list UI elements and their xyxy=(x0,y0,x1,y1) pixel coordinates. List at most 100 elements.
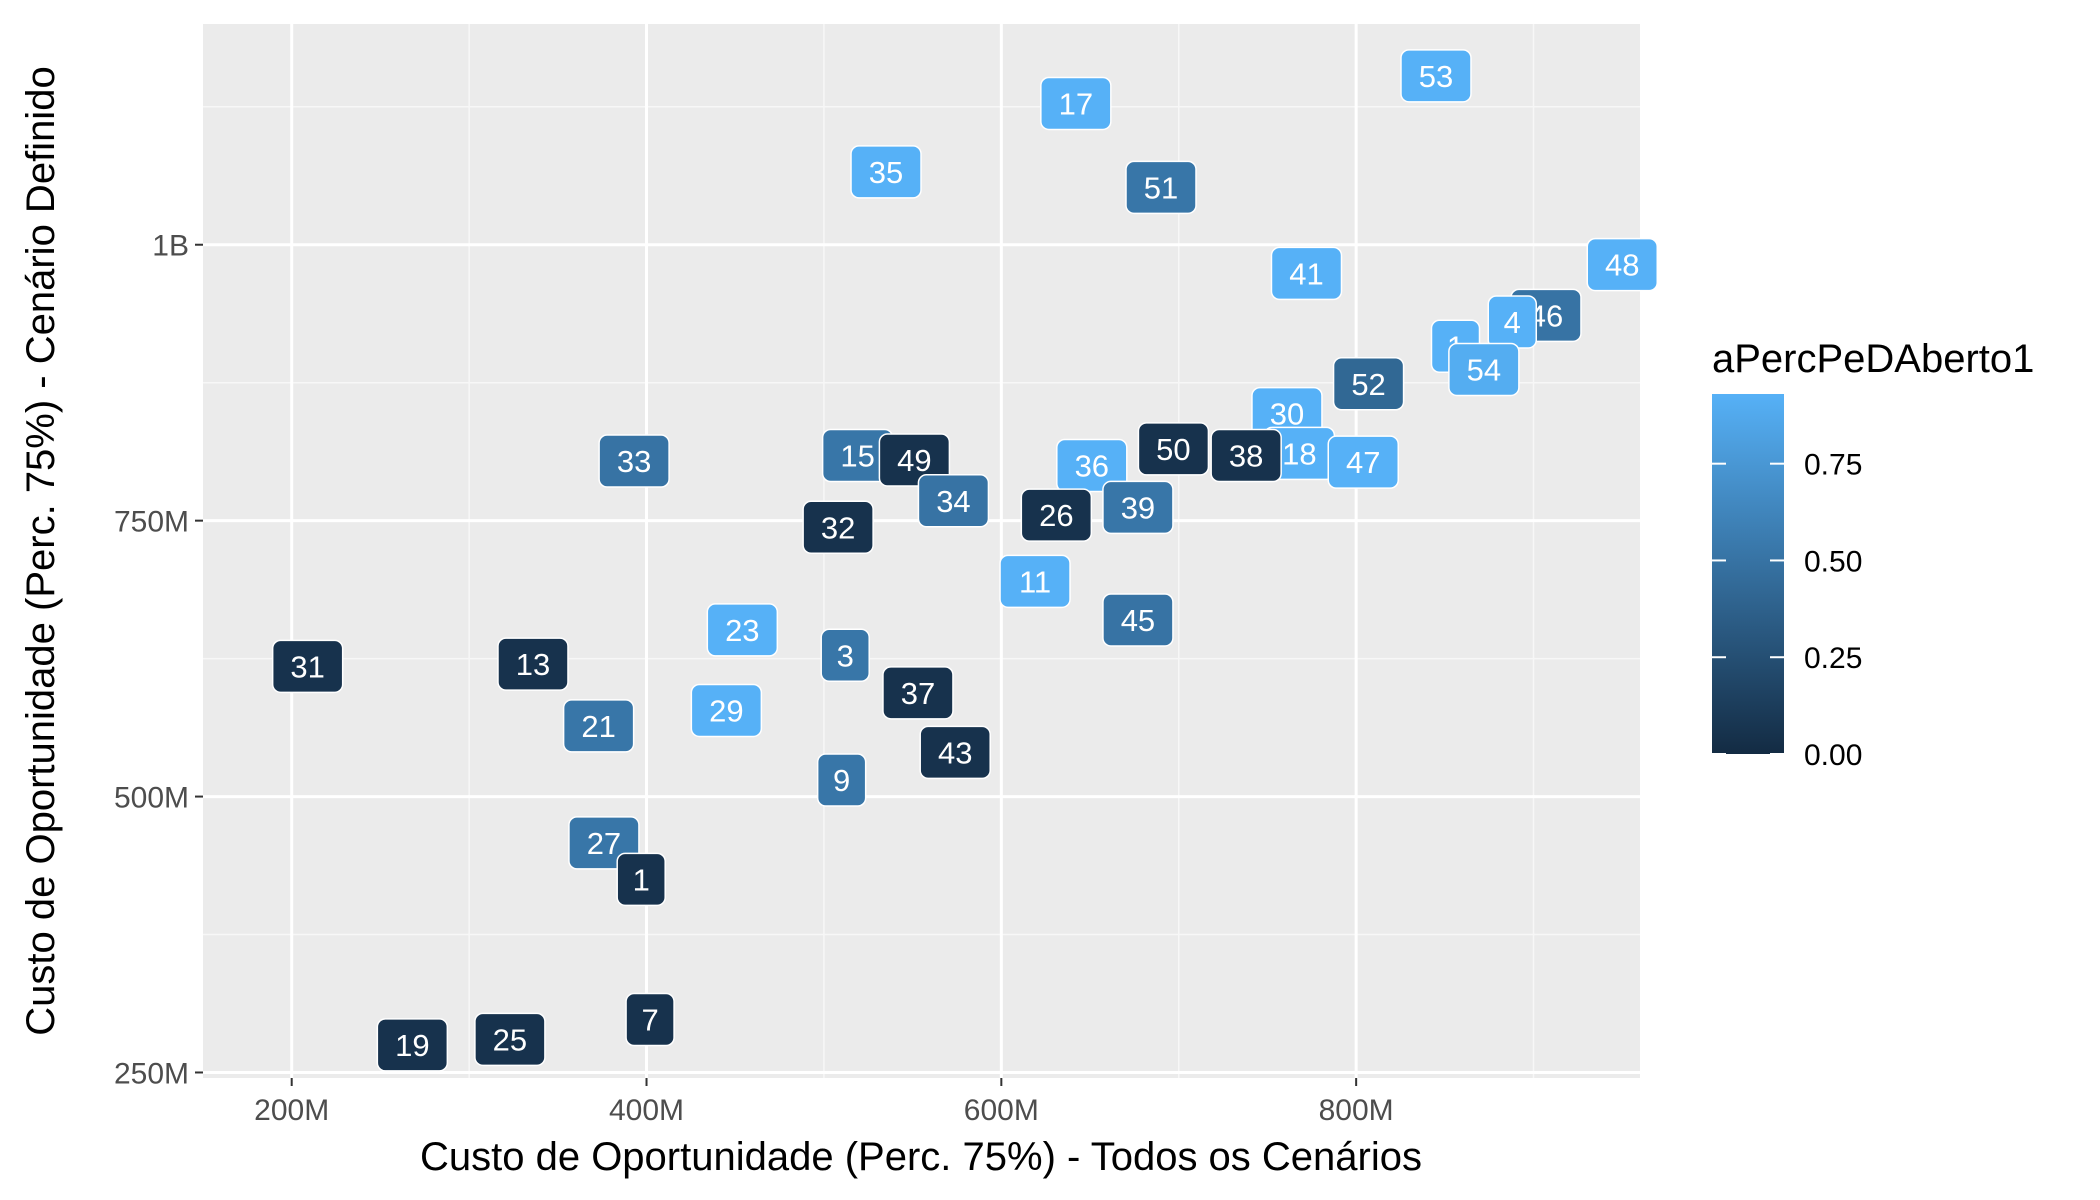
point-label-text: 35 xyxy=(869,155,903,190)
point-label-text: 52 xyxy=(1351,367,1385,402)
point-label: 23 xyxy=(706,603,779,657)
legend-tick-label: 0.75 xyxy=(1804,449,1862,482)
point-marker xyxy=(1040,76,1112,131)
panel-background xyxy=(203,24,1640,1078)
y-tick-label: 1B xyxy=(152,230,189,263)
point-label-text: 30 xyxy=(1270,397,1304,432)
x-axis-title: Custo de Oportunidade (Perc. 75%) - Todo… xyxy=(420,1135,1422,1179)
point-label-text: 48 xyxy=(1605,248,1639,283)
point-marker xyxy=(802,500,874,555)
point-label: 53 xyxy=(1400,49,1472,103)
point-label-text: 17 xyxy=(1059,86,1093,121)
point-label-text: 54 xyxy=(1467,352,1501,387)
point-label: 15 xyxy=(821,428,894,483)
point-label: 9 xyxy=(816,753,867,807)
point-label: 3 xyxy=(820,628,870,683)
x-tick-label: 400M xyxy=(609,1094,684,1127)
point-label: 50 xyxy=(1137,422,1210,476)
x-tick-label: 800M xyxy=(1319,1094,1394,1127)
color-legend: aPercPeDAberto1 0.00 0.25 0.50 0.75 xyxy=(1712,337,2034,772)
point-label-text: 32 xyxy=(821,510,855,545)
point-label-text: 31 xyxy=(290,649,324,684)
point-label-text: 1 xyxy=(633,862,650,897)
point-label-text: 47 xyxy=(1346,445,1380,480)
legend-title: aPercPeDAberto1 xyxy=(1712,337,2034,381)
point-label-text: 26 xyxy=(1039,498,1073,533)
point-marker xyxy=(917,474,990,528)
point-label-text: 23 xyxy=(725,613,759,648)
point-marker xyxy=(1056,438,1128,493)
point-label-text: 3 xyxy=(837,638,854,673)
point-label-text: 43 xyxy=(938,735,972,770)
legend-tick-label: 0.25 xyxy=(1804,642,1862,675)
point-marker xyxy=(616,852,666,907)
legend-tick-label: 0.00 xyxy=(1804,739,1862,772)
axes: 200M 400M 600M 800M 250M 500M 750M 1B xyxy=(114,230,1394,1127)
point-label: 45 xyxy=(1102,593,1174,647)
point-label: 33 xyxy=(598,434,670,488)
point-marker xyxy=(625,992,675,1047)
point-marker xyxy=(562,699,635,753)
point-label-text: 49 xyxy=(897,443,931,478)
point-marker xyxy=(376,1018,449,1072)
y-tick-label: 500M xyxy=(114,782,189,815)
point-marker xyxy=(820,628,870,683)
point-marker xyxy=(1102,593,1174,647)
point-marker xyxy=(999,554,1071,609)
point-label-text: 53 xyxy=(1419,59,1453,94)
point-label: 17 xyxy=(1040,76,1112,131)
point-label: 21 xyxy=(562,699,635,753)
point-label: 54 xyxy=(1448,342,1520,397)
point-label: 29 xyxy=(690,683,763,738)
point-marker xyxy=(271,639,344,694)
point-label-text: 9 xyxy=(833,763,850,798)
point-label-text: 39 xyxy=(1121,490,1155,525)
point-label: 26 xyxy=(1020,488,1093,542)
x-tick-label: 200M xyxy=(254,1094,329,1127)
point-marker xyxy=(1332,357,1405,411)
x-tick-label: 600M xyxy=(964,1094,1039,1127)
point-marker xyxy=(816,753,867,807)
point-label: 13 xyxy=(497,637,569,691)
y-tick-label: 250M xyxy=(114,1057,189,1090)
point-label-text: 38 xyxy=(1229,439,1263,474)
point-label-text: 37 xyxy=(901,676,935,711)
point-label: 31 xyxy=(271,639,344,694)
point-label-text: 27 xyxy=(587,826,621,861)
point-label-text: 19 xyxy=(395,1028,429,1063)
point-label: 49 xyxy=(878,433,951,487)
point-marker xyxy=(1210,428,1282,483)
point-marker xyxy=(1020,488,1093,542)
point-label-text: 41 xyxy=(1289,256,1323,291)
point-label: 1 xyxy=(616,852,666,907)
point-marker xyxy=(1102,480,1174,535)
point-label: 38 xyxy=(1210,428,1282,483)
point-label-text: 13 xyxy=(516,647,550,682)
point-marker xyxy=(706,603,779,657)
point-label-text: 25 xyxy=(493,1022,527,1057)
legend-ticks: 0.00 0.25 0.50 0.75 xyxy=(1712,449,1862,772)
point-marker xyxy=(1137,422,1210,476)
point-label: 7 xyxy=(625,992,675,1047)
point-label-text: 29 xyxy=(709,693,743,728)
point-label-text: 50 xyxy=(1156,432,1190,467)
data-points: 5317355148414641545230184733154950383634… xyxy=(271,49,1659,1072)
point-label: 48 xyxy=(1586,237,1659,292)
point-label-text: 15 xyxy=(840,439,874,474)
point-label: 51 xyxy=(1125,160,1197,215)
point-label-text: 45 xyxy=(1121,603,1155,638)
point-marker xyxy=(690,683,763,738)
point-label: 52 xyxy=(1332,357,1405,411)
point-marker xyxy=(1400,49,1472,103)
point-label: 43 xyxy=(919,725,991,780)
point-marker xyxy=(882,666,954,720)
point-marker xyxy=(850,145,922,199)
point-label: 34 xyxy=(917,474,990,528)
point-marker xyxy=(1270,246,1343,301)
point-label-text: 7 xyxy=(641,1003,658,1038)
legend-colorbar xyxy=(1712,394,1784,754)
point-label: 11 xyxy=(999,554,1071,609)
point-label-text: 4 xyxy=(1504,305,1521,340)
point-label: 32 xyxy=(802,500,874,555)
point-marker xyxy=(919,725,991,780)
